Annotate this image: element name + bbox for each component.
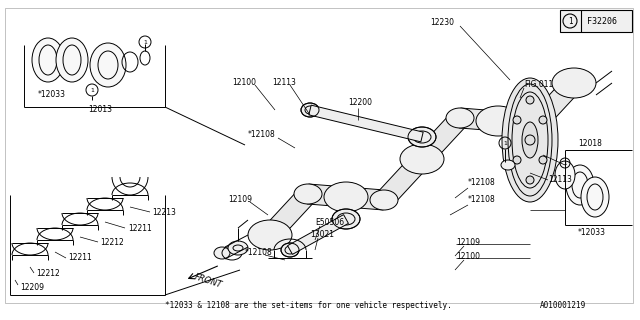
Text: 1: 1 bbox=[563, 161, 567, 165]
Ellipse shape bbox=[581, 177, 609, 217]
Polygon shape bbox=[309, 105, 423, 142]
Text: *12033: *12033 bbox=[578, 228, 606, 237]
Text: 13021: 13021 bbox=[310, 230, 334, 239]
Text: 1: 1 bbox=[568, 17, 572, 26]
Text: *12108: *12108 bbox=[468, 195, 496, 204]
Ellipse shape bbox=[248, 220, 292, 250]
Text: 12212: 12212 bbox=[36, 268, 60, 277]
Circle shape bbox=[539, 116, 547, 124]
Bar bbox=[560, 10, 632, 32]
Text: 12230: 12230 bbox=[430, 18, 454, 27]
Text: 12100: 12100 bbox=[456, 252, 480, 261]
Text: FRONT: FRONT bbox=[193, 272, 223, 290]
Circle shape bbox=[513, 116, 521, 124]
Text: A010001219: A010001219 bbox=[540, 301, 586, 310]
Text: *12108: *12108 bbox=[468, 178, 496, 187]
Text: F32206: F32206 bbox=[587, 17, 617, 26]
Ellipse shape bbox=[555, 161, 575, 189]
Ellipse shape bbox=[56, 38, 88, 82]
Text: FIG.011: FIG.011 bbox=[524, 80, 553, 89]
Ellipse shape bbox=[90, 43, 126, 87]
Circle shape bbox=[563, 14, 577, 28]
Text: 1: 1 bbox=[503, 140, 507, 146]
Ellipse shape bbox=[370, 190, 398, 210]
Ellipse shape bbox=[400, 144, 444, 174]
Ellipse shape bbox=[566, 165, 594, 205]
Text: 12209: 12209 bbox=[20, 284, 44, 292]
Ellipse shape bbox=[522, 122, 538, 158]
Polygon shape bbox=[377, 152, 429, 207]
Text: 12200: 12200 bbox=[348, 98, 372, 107]
Text: *12033 & 12108 are the set-items for one vehicle respectively.: *12033 & 12108 are the set-items for one… bbox=[165, 301, 452, 310]
Ellipse shape bbox=[502, 78, 558, 202]
Ellipse shape bbox=[332, 209, 360, 229]
Text: 12013: 12013 bbox=[88, 105, 112, 114]
Polygon shape bbox=[497, 111, 537, 134]
Text: E50506: E50506 bbox=[315, 218, 344, 227]
Polygon shape bbox=[287, 215, 348, 254]
Polygon shape bbox=[460, 108, 499, 131]
Polygon shape bbox=[529, 76, 581, 131]
Ellipse shape bbox=[552, 68, 596, 98]
Text: 12113: 12113 bbox=[548, 175, 572, 184]
Text: *12033: *12033 bbox=[38, 90, 66, 99]
Text: 12212: 12212 bbox=[100, 237, 124, 246]
Text: 12018: 12018 bbox=[578, 139, 602, 148]
Ellipse shape bbox=[214, 247, 230, 259]
Polygon shape bbox=[415, 111, 467, 166]
Circle shape bbox=[539, 156, 547, 164]
Polygon shape bbox=[345, 187, 385, 210]
Ellipse shape bbox=[281, 243, 299, 257]
Text: 12211: 12211 bbox=[128, 223, 152, 233]
Ellipse shape bbox=[301, 103, 319, 117]
Circle shape bbox=[513, 156, 521, 164]
Ellipse shape bbox=[228, 241, 248, 255]
Text: *12108: *12108 bbox=[245, 248, 273, 257]
Ellipse shape bbox=[408, 127, 436, 147]
Text: 1: 1 bbox=[143, 39, 147, 44]
Text: 12213: 12213 bbox=[152, 207, 176, 217]
Circle shape bbox=[526, 96, 534, 104]
Text: *12108: *12108 bbox=[248, 130, 276, 139]
Ellipse shape bbox=[501, 160, 515, 170]
Ellipse shape bbox=[522, 114, 550, 134]
Text: 12211: 12211 bbox=[68, 253, 92, 262]
Ellipse shape bbox=[32, 38, 64, 82]
Text: 12109: 12109 bbox=[228, 195, 252, 204]
Text: 12100: 12100 bbox=[232, 78, 256, 87]
Ellipse shape bbox=[294, 184, 322, 204]
Text: 1: 1 bbox=[90, 87, 94, 92]
Circle shape bbox=[526, 176, 534, 184]
Text: 12113: 12113 bbox=[272, 78, 296, 87]
Polygon shape bbox=[262, 187, 316, 242]
Ellipse shape bbox=[324, 182, 368, 212]
Ellipse shape bbox=[476, 106, 520, 136]
Text: 12109: 12109 bbox=[456, 238, 480, 247]
Polygon shape bbox=[307, 184, 347, 207]
Ellipse shape bbox=[446, 108, 474, 128]
